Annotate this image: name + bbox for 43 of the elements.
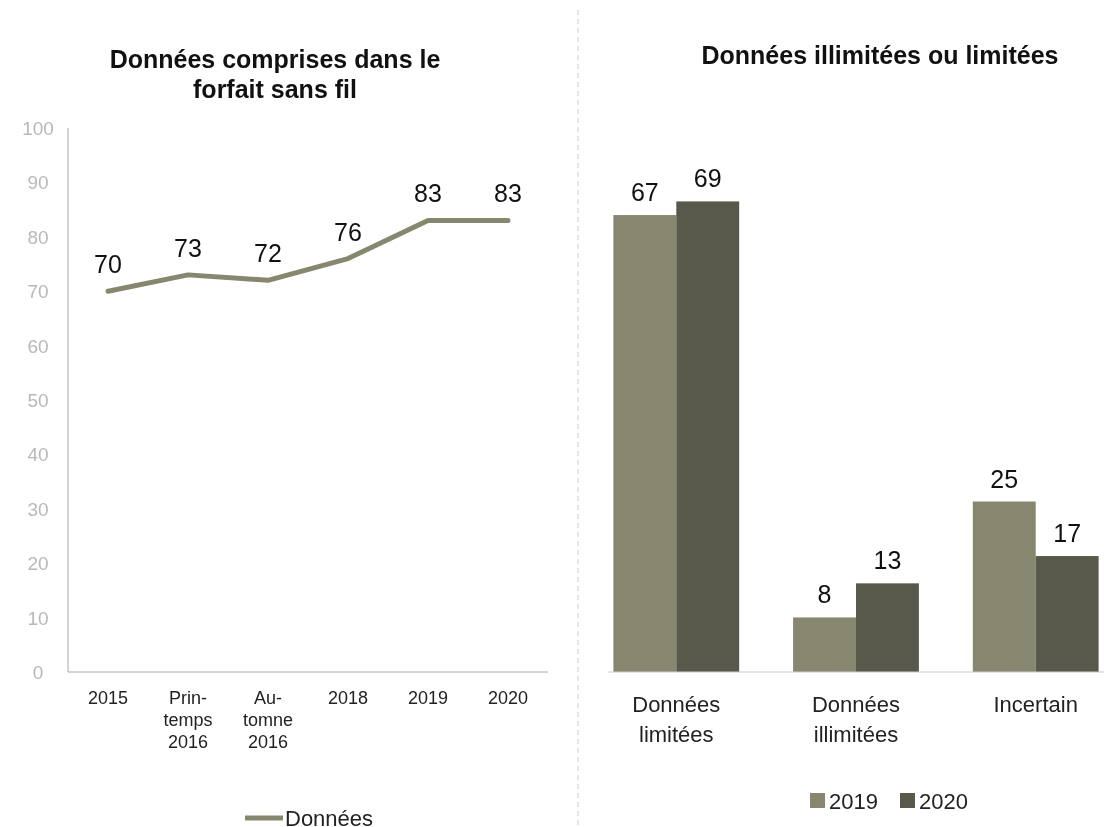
- x-tick-label: Prin- temps 2016: [163, 688, 213, 752]
- y-tick-label: 50: [27, 390, 49, 411]
- legend-label: 2019: [829, 789, 878, 814]
- bar: [793, 617, 856, 672]
- x-tick-label: Données limitées: [632, 692, 721, 747]
- y-tick-label: 40: [27, 444, 49, 466]
- x-tick-label: 2019: [407, 688, 449, 708]
- legend-label: Données: [285, 806, 374, 827]
- y-tick-label: 60: [27, 335, 49, 357]
- y-tick-label: 70: [27, 281, 49, 303]
- y-tick-label: 80: [27, 226, 49, 248]
- y-tick-label: 10: [27, 607, 49, 629]
- data-label: 17: [1053, 519, 1082, 548]
- bar: [613, 215, 677, 672]
- data-label: 25: [990, 464, 1019, 493]
- data-label: 70: [94, 250, 122, 279]
- x-tick-label: Incertain: [993, 692, 1078, 717]
- data-label: 69: [693, 164, 722, 193]
- bar: [1035, 556, 1099, 672]
- x-tick-label: 2018: [327, 688, 369, 708]
- data-label: 72: [254, 239, 282, 268]
- data-label: 83: [494, 179, 522, 208]
- bar: [856, 583, 919, 672]
- y-tick-label: 30: [27, 498, 49, 520]
- y-tick-label: 0: [32, 662, 44, 683]
- x-tick-label: 2020: [487, 688, 529, 708]
- data-label: 67: [630, 178, 659, 207]
- y-tick-label: 90: [27, 172, 49, 194]
- chart-title: Données comprises dans le forfait sans fil: [109, 45, 441, 103]
- data-label: 8: [817, 580, 832, 609]
- bar: [676, 201, 740, 672]
- legend-label: 2020: [919, 789, 968, 814]
- y-tick-label: 100: [22, 118, 54, 139]
- bar: [972, 501, 1036, 672]
- data-label: 13: [873, 546, 902, 575]
- data-label: 73: [174, 233, 202, 262]
- x-tick-label: Données illimitées: [811, 692, 901, 747]
- chart-title: Données illimitées ou limitées: [701, 41, 1059, 69]
- x-tick-label: Au- tomne 2016: [242, 688, 294, 752]
- y-tick-label: 20: [27, 553, 49, 575]
- x-tick-label: 2015: [87, 688, 129, 708]
- data-label: 76: [334, 217, 362, 246]
- data-label: 83: [414, 179, 442, 208]
